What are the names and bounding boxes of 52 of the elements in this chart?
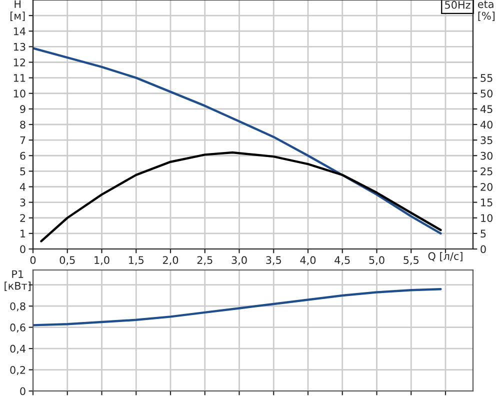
y2-tick-label: 15 <box>481 198 492 206</box>
line-series <box>33 288 442 326</box>
y-tick-label: 5 <box>20 168 26 176</box>
y-tick-label: 0,4 <box>10 344 26 354</box>
y2-tick-label: 20 <box>480 182 493 191</box>
x-tick-label: 3,5 <box>266 256 281 266</box>
x-tick-label: 5,0 <box>369 256 384 266</box>
x-tick-label: 5,5 <box>404 256 418 266</box>
x-tick-label: 4,5 <box>334 256 350 266</box>
y2-tick-label: 45 <box>480 105 492 114</box>
y2-tick-label: 35 <box>480 136 492 144</box>
y2-tick-label: 40 <box>480 120 493 129</box>
y-tick-label: 0 <box>20 387 26 396</box>
x-axis-title: Q [л/с] <box>428 252 462 262</box>
annotation: 50Hz <box>445 0 470 9</box>
y-axis-title: H [м] <box>10 0 25 21</box>
y-tick-label: 9 <box>20 105 26 114</box>
y2-tick-label: 50 <box>480 90 493 98</box>
y-tick-label: 7 <box>20 136 26 144</box>
y-axis-title: P1 [кВт] <box>4 270 31 291</box>
y-tick-label: 0,2 <box>10 366 26 375</box>
y2-axis-title: eta [%] <box>478 0 495 21</box>
y-tick-label: 0 <box>20 245 26 254</box>
x-tick-label: 0,5 <box>60 256 75 266</box>
y-tick-label: 2 <box>20 214 26 222</box>
x-tick-label: 0 <box>30 256 36 264</box>
x-tick-label: 2,0 <box>162 256 178 266</box>
y2-tick-label: 30 <box>480 152 493 160</box>
y-tick-label: 1 <box>20 230 26 238</box>
y-tick-label: 0,6 <box>10 324 26 332</box>
y-tick-label: 10 <box>14 90 26 98</box>
y-tick-label: 6 <box>20 152 26 160</box>
y-tick-label: 8 <box>20 120 26 129</box>
line-series <box>40 151 442 242</box>
y2-tick-label: 55 <box>480 74 492 82</box>
y-tick-label: 14 <box>14 27 26 36</box>
y-tick-label: 11 <box>14 74 26 82</box>
y-tick-label: 12 <box>14 58 26 66</box>
x-tick-label: 2,5 <box>197 256 212 266</box>
y-tick-label: 4 <box>20 183 26 191</box>
y-tick-label: 0,8 <box>10 302 26 312</box>
x-tick-label: 3,0 <box>232 256 247 266</box>
x-tick-label: 4,0 <box>300 256 316 266</box>
y2-tick-label: 0 <box>480 245 486 254</box>
x-tick-label: 1,0 <box>94 256 110 266</box>
y-tick-label: 13 <box>14 42 26 51</box>
y2-tick-label: 25 <box>480 167 492 176</box>
y2-tick-label: 5 <box>480 230 486 238</box>
y2-tick-label: 10 <box>481 214 493 222</box>
line-series <box>33 47 442 235</box>
x-tick-label: 1,5 <box>128 256 144 266</box>
y-tick-label: 3 <box>20 198 26 206</box>
